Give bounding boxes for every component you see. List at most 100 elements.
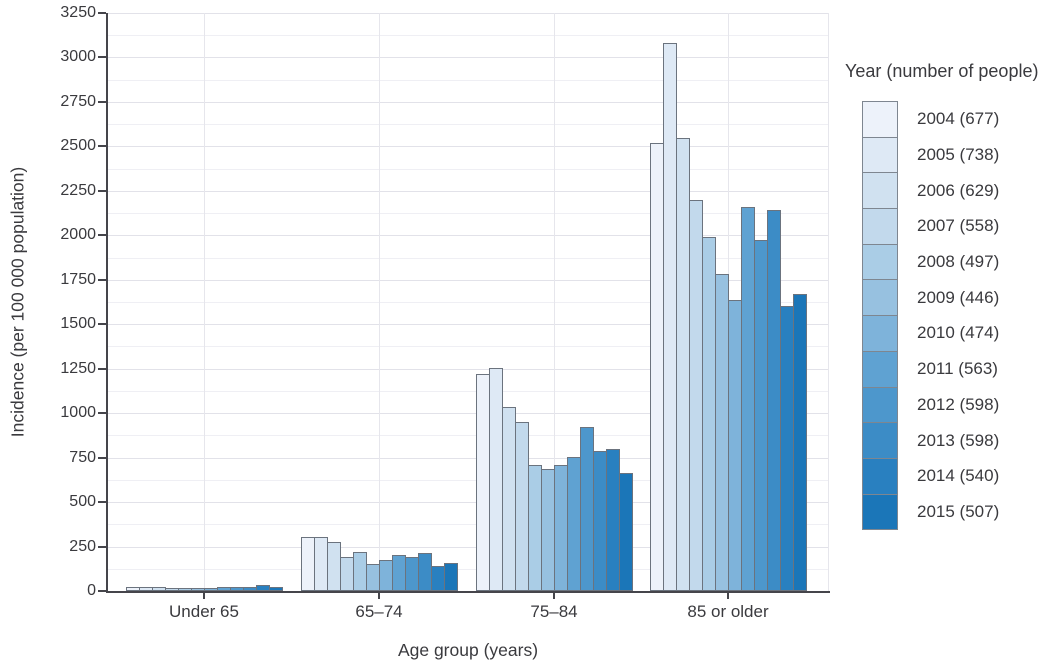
x-tick-3 — [727, 593, 729, 599]
gridline-y-3250 — [108, 13, 828, 14]
y-tick-label-3000: 3000 — [60, 48, 96, 66]
x-tick-label-0: Under 65 — [169, 602, 239, 621]
bar-2006-3 — [675, 138, 690, 591]
legend-swatch-2010 — [862, 315, 898, 352]
legend-label-2007: 2007 (558) — [917, 216, 1000, 236]
bar-2009-2 — [540, 469, 555, 591]
y-tick-250 — [98, 545, 106, 548]
legend-items: 2004 (677) 2005 (738) 2006 (629) 2007 (558)… — [845, 101, 1063, 531]
bar-2014-1 — [431, 565, 446, 591]
gridline-y-2000 — [108, 235, 828, 237]
bar-2004-2 — [475, 374, 490, 591]
legend-swatch-2013 — [862, 422, 898, 459]
plot-right-border — [827, 13, 829, 591]
bar-2007-3 — [688, 199, 703, 591]
bar-2015-3 — [793, 294, 808, 591]
y-tick-label-500: 500 — [69, 493, 96, 511]
gridline-y-1250 — [108, 368, 828, 370]
bar-2010-1 — [379, 559, 394, 591]
gridline-y-1375 — [108, 346, 828, 348]
legend-label-2013: 2013 (598) — [917, 430, 1000, 450]
gridline-x-2 — [553, 13, 555, 591]
legend-item-2010: 2010 (474) — [845, 315, 1063, 352]
y-tick-label-250: 250 — [69, 537, 96, 555]
y-tick-1750 — [98, 278, 106, 281]
x-axis-line — [106, 591, 830, 593]
bar-2005-1 — [313, 537, 328, 591]
y-axis-title: Incidence (per 100 000 population) — [7, 166, 28, 438]
x-tick-label-1: 65–74 — [355, 602, 403, 621]
bar-2009-3 — [714, 273, 729, 591]
x-axis-title: Age group (years) — [397, 640, 539, 660]
bar-2012-3 — [754, 239, 769, 591]
y-tick-1000 — [98, 412, 106, 415]
gridline-y-1500 — [108, 324, 828, 326]
bar-2015-2 — [619, 472, 634, 591]
y-tick-label-2500: 2500 — [60, 137, 96, 155]
gridline-y-1625 — [108, 302, 828, 303]
gridline-y-2250 — [108, 190, 828, 192]
legend-item-2014: 2014 (540) — [845, 457, 1063, 495]
legend-item-2011: 2011 (563) — [845, 350, 1063, 388]
gridline-x-1 — [378, 13, 380, 591]
y-tick-2250 — [98, 189, 106, 192]
legend-item-2012: 2012 (598) — [845, 386, 1063, 424]
legend-item-2006: 2006 (629) — [845, 172, 1063, 210]
legend-label-2015: 2015 (507) — [917, 501, 1000, 521]
y-tick-2000 — [98, 234, 106, 237]
legend-item-2013: 2013 (598) — [845, 422, 1063, 459]
y-tick-750 — [98, 456, 106, 459]
gridline-y-750 — [108, 457, 828, 459]
legend: Year (number of people) 2004 (677) 2005 (… — [845, 60, 1063, 531]
x-tick-label-3: 85 or older — [687, 602, 769, 621]
bar-2006-1 — [326, 541, 341, 591]
y-tick-1250 — [98, 367, 106, 370]
y-tick-2500 — [98, 145, 106, 148]
bar-2010-2 — [554, 464, 569, 591]
legend-swatch-2011 — [862, 350, 898, 388]
legend-label-2011: 2011 (563) — [917, 359, 998, 379]
y-tick-0 — [98, 590, 106, 592]
bar-2007-1 — [339, 556, 354, 591]
gridline-y-500 — [108, 502, 828, 504]
y-tick-label-1500: 1500 — [60, 315, 96, 333]
bar-2014-3 — [780, 306, 795, 591]
y-tick-1500 — [98, 323, 106, 326]
gridline-y-250 — [108, 546, 828, 548]
x-tick-label-2: 75–84 — [530, 602, 578, 621]
y-tick-label-1750: 1750 — [60, 270, 96, 288]
y-tick-500 — [98, 501, 106, 504]
bar-2013-3 — [767, 209, 782, 591]
gridline-y-1125 — [108, 390, 828, 392]
bar-2010-3 — [728, 300, 743, 591]
gridline-y-2125 — [108, 213, 828, 215]
bar-2011-2 — [567, 456, 582, 591]
bar-2012-1 — [405, 557, 420, 591]
gridline-y-125 — [108, 568, 828, 570]
gridline-y-875 — [108, 435, 828, 437]
y-tick-label-2000: 2000 — [60, 226, 96, 244]
legend-label-2014: 2014 (540) — [917, 466, 1000, 486]
y-tick-label-3250: 3250 — [60, 4, 96, 21]
x-tick-1 — [378, 593, 380, 599]
legend-item-2015: 2015 (507) — [845, 493, 1063, 531]
bar-2013-1 — [418, 553, 433, 591]
y-tick-3000 — [98, 56, 106, 59]
legend-item-2004: 2004 (677) — [845, 101, 1063, 138]
gridline-y-2625 — [108, 124, 828, 126]
bar-2011-3 — [741, 206, 756, 591]
bar-2008-2 — [527, 464, 542, 591]
gridline-y-3000 — [108, 57, 828, 59]
legend-label-2005: 2005 (738) — [917, 145, 1000, 165]
legend-swatch-2007 — [862, 208, 898, 245]
bar-2015-1 — [444, 562, 459, 591]
bar-2008-3 — [701, 237, 716, 591]
legend-swatch-2005 — [862, 136, 898, 174]
gridline-y-3125 — [108, 35, 828, 37]
y-axis-line — [106, 13, 108, 593]
legend-swatch-2004 — [862, 101, 898, 138]
bar-2005-2 — [488, 367, 503, 591]
gridline-y-1750 — [108, 279, 828, 281]
legend-swatch-2014 — [862, 457, 898, 495]
